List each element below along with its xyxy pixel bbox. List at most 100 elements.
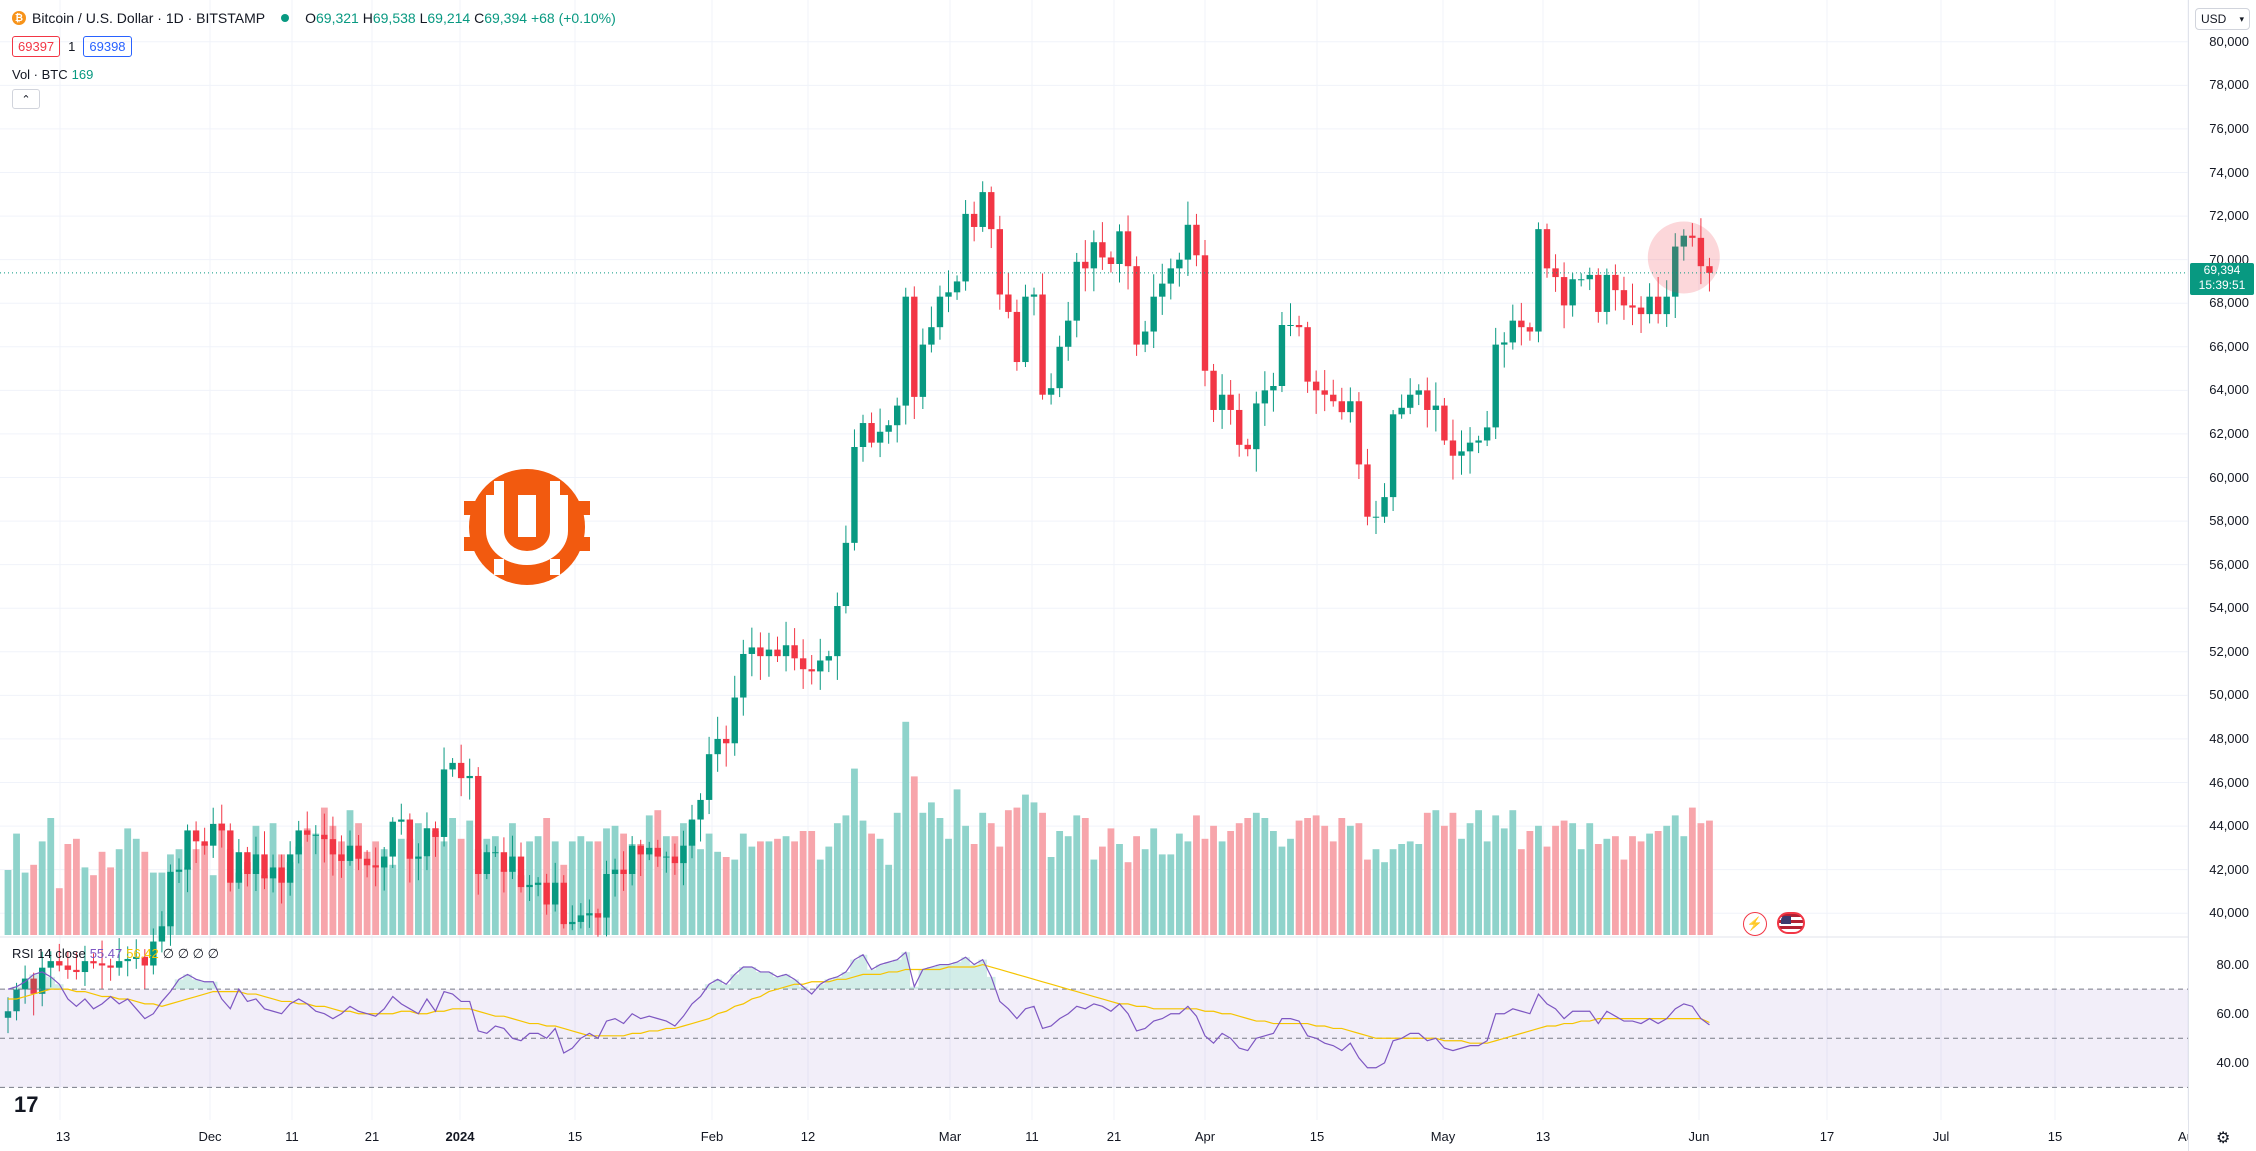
- time-axis-label: Dec: [198, 1129, 222, 1144]
- volume-bar: [1449, 812, 1457, 935]
- market-status-icon[interactable]: [281, 14, 290, 22]
- symbol-legend[interactable]: ₿ Bitcoin / U.S. Dollar · 1D · BITSTAMP …: [12, 10, 616, 26]
- candle-body: [1312, 381, 1320, 391]
- candle-body: [39, 967, 46, 994]
- volume-bar: [1295, 820, 1303, 935]
- candle-body: [321, 834, 328, 840]
- volume-bar: [1141, 849, 1149, 935]
- candle-body: [1586, 274, 1593, 280]
- volume-bar: [876, 838, 884, 935]
- volume-bar: [953, 789, 961, 935]
- volume-bar: [1586, 823, 1594, 935]
- chart-canvas[interactable]: [0, 0, 2188, 1151]
- candle-body: [851, 447, 858, 543]
- volume-bar: [201, 844, 209, 935]
- candle-body: [1193, 224, 1200, 256]
- candle-body: [398, 819, 405, 822]
- volume-bar: [21, 872, 29, 935]
- volume-bar: [64, 844, 72, 935]
- volume-bar: [1312, 815, 1320, 935]
- volume-bar: [449, 818, 456, 935]
- volume-bar: [1329, 841, 1337, 935]
- volume-bar: [962, 825, 969, 935]
- candle-body: [1364, 464, 1371, 517]
- symbol-title[interactable]: Bitcoin / U.S. Dollar · 1D · BITSTAMP: [32, 10, 266, 26]
- candle-body: [150, 941, 157, 966]
- sell-button[interactable]: 69397: [12, 36, 61, 57]
- candle-body: [1167, 268, 1174, 284]
- volume-bar: [38, 841, 46, 935]
- volume-bar: [833, 823, 841, 935]
- volume-bar: [1594, 844, 1602, 935]
- candle-body: [1107, 257, 1115, 264]
- candle-body: [1672, 246, 1679, 297]
- candle-body: [894, 405, 901, 426]
- time-axis-label: Apr: [1194, 1129, 1216, 1144]
- volume-bar: [791, 841, 798, 935]
- candle-body: [1432, 405, 1440, 410]
- candle-body: [90, 961, 97, 964]
- candle-body: [415, 856, 422, 859]
- rsi-legend[interactable]: RSI 14 close 55.47 56.42 ∅ ∅ ∅ ∅: [12, 946, 219, 962]
- volume-bar: [1064, 836, 1072, 935]
- candle-body: [1065, 320, 1072, 347]
- last-price-badge: 69,394 15:39:51: [2190, 262, 2254, 295]
- volume-legend[interactable]: Vol · BTC 169: [12, 67, 93, 82]
- volume-bar: [295, 846, 303, 935]
- settings-gear-icon[interactable]: ⚙: [2216, 1130, 2231, 1147]
- candle-body: [1141, 331, 1149, 345]
- candle-body: [158, 926, 166, 942]
- candle-body: [338, 854, 345, 861]
- candle-body: [295, 830, 302, 855]
- candle-body: [552, 882, 559, 905]
- currency-selector[interactable]: USD ▾: [2195, 8, 2250, 30]
- candle-body: [1689, 235, 1696, 238]
- time-axis-label: 15: [2047, 1129, 2063, 1144]
- candle-body: [671, 856, 679, 864]
- candle-body: [1663, 296, 1670, 315]
- chart-pane[interactable]: ₿ Bitcoin / U.S. Dollar · 1D · BITSTAMP …: [0, 0, 2194, 1151]
- tradingview-logo-icon[interactable]: 17: [14, 1092, 39, 1117]
- volume-bar: [346, 810, 354, 935]
- candle-body: [1218, 394, 1226, 410]
- volume-bar: [868, 833, 875, 935]
- volume-bar: [1287, 838, 1294, 935]
- volume-bar: [1603, 838, 1611, 935]
- candle-body: [500, 852, 508, 872]
- volume-bar: [1569, 823, 1577, 935]
- price-axis-label: 44,000: [2209, 818, 2249, 834]
- candle-body: [1654, 296, 1662, 315]
- buy-button[interactable]: 69398: [83, 36, 132, 57]
- volume-bar: [671, 836, 679, 935]
- rsi-extra-values: ∅ ∅ ∅ ∅: [162, 946, 219, 961]
- volume-bar: [90, 875, 97, 935]
- candle-body: [945, 292, 952, 297]
- price-axis-label: 78,000: [2209, 77, 2249, 93]
- volume-bar: [1073, 815, 1081, 935]
- volume-bar: [885, 864, 893, 935]
- candle-body: [1603, 274, 1611, 312]
- chevron-up-icon: ⌃: [21, 93, 31, 106]
- candle-body: [1415, 390, 1422, 395]
- candle-body: [782, 645, 790, 657]
- candle-body: [688, 819, 696, 846]
- volume-bar: [765, 841, 773, 935]
- candle-body: [244, 852, 251, 874]
- candle-body: [962, 213, 969, 282]
- candle-body: [1526, 327, 1534, 332]
- volume-bar: [1235, 823, 1243, 935]
- candle-body: [714, 738, 721, 755]
- candle-body: [235, 852, 243, 883]
- volume-bar: [1492, 815, 1500, 935]
- us-flag-event-icon[interactable]: [1777, 912, 1805, 934]
- candle-body: [534, 882, 542, 885]
- candle-body: [577, 915, 585, 922]
- candle-body: [218, 823, 225, 831]
- candle-body: [774, 649, 781, 657]
- price-axis[interactable]: 80,000 78,000 76,000 74,000 72,000 70,000 68,0…: [2188, 0, 2256, 1151]
- lightning-event-icon[interactable]: ⚡: [1743, 912, 1767, 936]
- volume-bar: [1175, 833, 1183, 935]
- candle-body: [1501, 342, 1508, 345]
- volume-bar: [705, 833, 713, 935]
- collapse-legend-button[interactable]: ⌃: [12, 89, 40, 109]
